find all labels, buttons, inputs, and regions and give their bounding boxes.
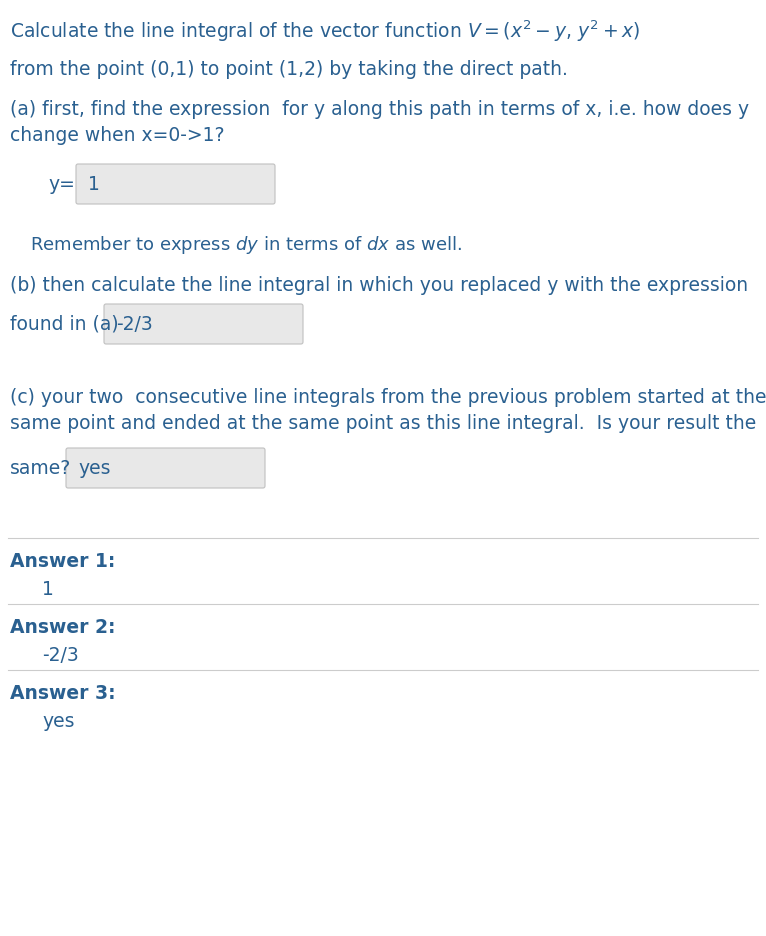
Text: Answer 3:: Answer 3: xyxy=(10,684,116,703)
Text: Answer 1:: Answer 1: xyxy=(10,552,116,571)
Text: same point and ended at the same point as this line integral.  Is your result th: same point and ended at the same point a… xyxy=(10,414,756,433)
Text: found in (a): found in (a) xyxy=(10,314,119,333)
Text: same?: same? xyxy=(10,459,71,477)
Text: 1: 1 xyxy=(88,174,100,194)
Text: from the point (0,1) to point (1,2) by taking the direct path.: from the point (0,1) to point (1,2) by t… xyxy=(10,60,568,79)
Text: -2/3: -2/3 xyxy=(42,646,79,665)
Text: -2/3: -2/3 xyxy=(116,314,152,333)
Text: y=: y= xyxy=(48,174,75,194)
Text: yes: yes xyxy=(42,712,74,731)
Text: (a) first, find the expression  for y along this path in terms of x, i.e. how do: (a) first, find the expression for y alo… xyxy=(10,100,749,119)
Text: Answer 2:: Answer 2: xyxy=(10,618,116,637)
Text: change when x=0->1?: change when x=0->1? xyxy=(10,126,224,145)
Text: yes: yes xyxy=(78,459,110,477)
Text: 1: 1 xyxy=(42,580,54,599)
Text: (c) your two  consecutive line integrals from the previous problem started at th: (c) your two consecutive line integrals … xyxy=(10,388,766,407)
FancyBboxPatch shape xyxy=(76,164,275,204)
FancyBboxPatch shape xyxy=(104,304,303,344)
FancyBboxPatch shape xyxy=(66,448,265,488)
Text: (b) then calculate the line integral in which you replaced y with the expression: (b) then calculate the line integral in … xyxy=(10,276,748,295)
Text: Calculate the line integral of the vector function $\mathit{V} = (x^2 - y,\, y^2: Calculate the line integral of the vecto… xyxy=(10,18,640,43)
Text: Remember to express $\mathit{dy}$ in terms of $\mathit{dx}$ as well.: Remember to express $\mathit{dy}$ in ter… xyxy=(30,234,462,256)
